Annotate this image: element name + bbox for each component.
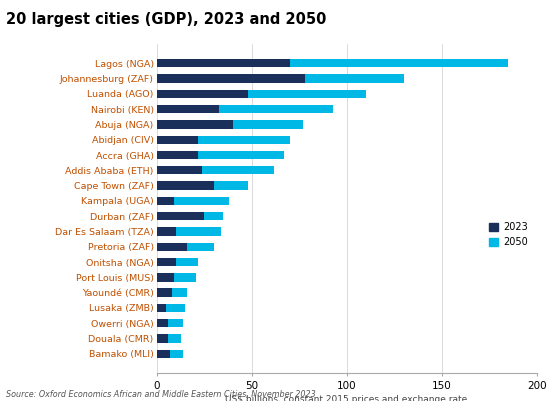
- Bar: [157, 136, 198, 144]
- Bar: [157, 288, 172, 297]
- Bar: [157, 120, 303, 129]
- Bar: [157, 319, 183, 327]
- Bar: [157, 90, 248, 98]
- Bar: [157, 243, 214, 251]
- Bar: [157, 151, 284, 159]
- Text: Source: Oxford Economics African and Middle Eastern Cities, November 2023: Source: Oxford Economics African and Mid…: [6, 390, 315, 399]
- Bar: [157, 334, 168, 343]
- Bar: [157, 273, 174, 282]
- Legend: 2023, 2050: 2023, 2050: [485, 219, 532, 251]
- Bar: [157, 105, 219, 113]
- Bar: [157, 136, 290, 144]
- Bar: [157, 90, 366, 98]
- Bar: [157, 166, 274, 174]
- Bar: [157, 227, 176, 236]
- Bar: [157, 166, 202, 174]
- Bar: [157, 227, 221, 236]
- Bar: [157, 59, 508, 67]
- Bar: [157, 288, 187, 297]
- Bar: [157, 258, 198, 266]
- X-axis label: US$ billions, constant 2015 prices and exchange rate: US$ billions, constant 2015 prices and e…: [225, 395, 468, 401]
- Bar: [157, 105, 333, 113]
- Text: 20 largest cities (GDP), 2023 and 2050: 20 largest cities (GDP), 2023 and 2050: [6, 12, 326, 27]
- Bar: [157, 273, 196, 282]
- Bar: [157, 212, 223, 221]
- Bar: [157, 350, 183, 358]
- Bar: [157, 196, 229, 205]
- Bar: [157, 258, 176, 266]
- Bar: [157, 181, 214, 190]
- Bar: [157, 74, 404, 83]
- Bar: [157, 243, 187, 251]
- Bar: [157, 59, 290, 67]
- Bar: [157, 212, 204, 221]
- Bar: [157, 350, 170, 358]
- Bar: [157, 181, 248, 190]
- Bar: [157, 319, 168, 327]
- Bar: [157, 334, 181, 343]
- Bar: [157, 304, 166, 312]
- Bar: [157, 151, 198, 159]
- Bar: [157, 74, 305, 83]
- Bar: [157, 304, 185, 312]
- Bar: [157, 120, 233, 129]
- Bar: [157, 196, 174, 205]
